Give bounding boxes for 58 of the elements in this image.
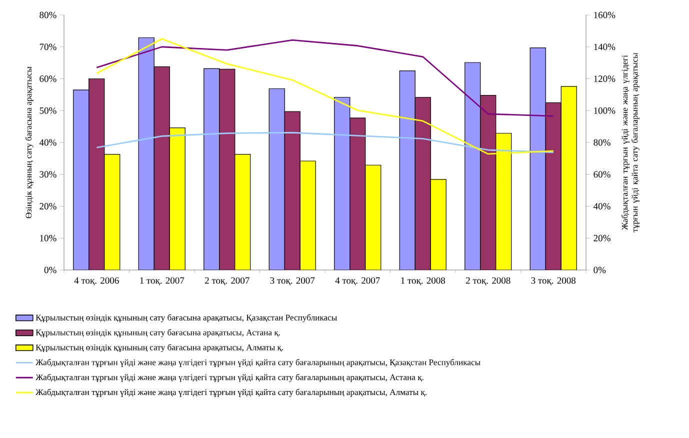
bar [300,160,316,270]
y-tick-label: 10% [40,234,56,242]
x-tick-label: 4 тоқ. 2006 [74,277,119,286]
y-tick-label: 50% [40,107,56,114]
bar [350,118,366,270]
bar [234,154,251,270]
legend-label: Құрылыстың өзіндік құнының сату бағасына арақатысы, Қазақстан Республикасы [36,314,337,322]
y-tick-label: 60% [40,76,56,82]
x-tick-label: 1 тоқ. 2008 [401,277,446,286]
y-tick-label: 80% [40,12,56,18]
y2-tick-label: 20% [594,234,610,242]
y2-axis-title: Жабдықталған тұрғын үйді және жаңа үлгідегі тұрғын үйді қайта сату бағаларының арақатысы [621,52,640,232]
y2-tick-label: 40% [594,203,610,210]
x-tick-label: 2 тоқ. 2008 [466,277,510,286]
line-series [96,39,554,117]
y2-tick-label: 160% [594,12,616,18]
bar [268,88,285,270]
y2-tick-label: 140% [594,44,616,50]
x-tick-label: 3 тоқ. 2007 [270,277,315,286]
y-tick-label: 30% [40,171,56,178]
bar [154,66,170,270]
bar [104,154,120,270]
y-tick-label: 70% [40,44,56,50]
x-tick-label: 2 тоқ. 2007 [205,277,250,286]
bar [204,68,220,270]
y2-tick-label: 120% [594,76,616,82]
bar [430,179,446,270]
y2-tick-label: 100% [594,107,616,114]
x-tick-label: 4 тоқ. 2007 [335,277,380,286]
bar [138,37,154,270]
bar [284,111,300,270]
y2-tick-label: 80% [594,139,610,146]
x-tick-label: 3 тоқ. 2008 [531,277,576,286]
y2-tick-label: 0% [594,266,606,274]
legend-label: Құрылыстың өзіндік құнының сату бағасына арақатысы, Астана қ. [36,329,280,338]
legend-label: Құрылыстың өзіндік құнының сату бағасына арақатысы, Алматы қ. [36,344,284,352]
bar [169,128,186,270]
bar [219,68,236,270]
bar [399,70,416,270]
legend-label: Жабдықталған тұрғын үйді және жаңа үлгідегі тұрғын үйді қайта сату бағаларының арақатысы, Қазақстан Республикасы [36,358,480,367]
y-tick-label: 40% [39,139,56,146]
y-axis-title: Өзіндік құнның сату бағасына арақатысы [25,66,34,218]
bar [480,95,496,270]
bar [464,62,481,270]
y2-tick-label: 60% [594,171,610,178]
bar [530,48,546,270]
x-tick-label: 1 тоқ. 2007 [140,277,184,286]
bar [560,86,577,270]
legend-label: Жабдықталған тұрғын үйді және жаңа үлгідегі тұрғын үйді қайта сату бағаларының арақатысы, Астана қ. [36,374,424,382]
legend-label: Жабдықталған тұрғын үйді және жаңа үлгідегі тұрғын үйді қайта сату бағаларының арақатысы, Алматы қ. [36,388,426,397]
y-tick-label: 20% [40,203,56,210]
bar [334,96,350,270]
bar [414,96,431,270]
bar [73,90,90,270]
bar [545,102,562,270]
bar [88,78,105,270]
y-tick-label: 0% [44,266,56,274]
bar [365,164,382,270]
